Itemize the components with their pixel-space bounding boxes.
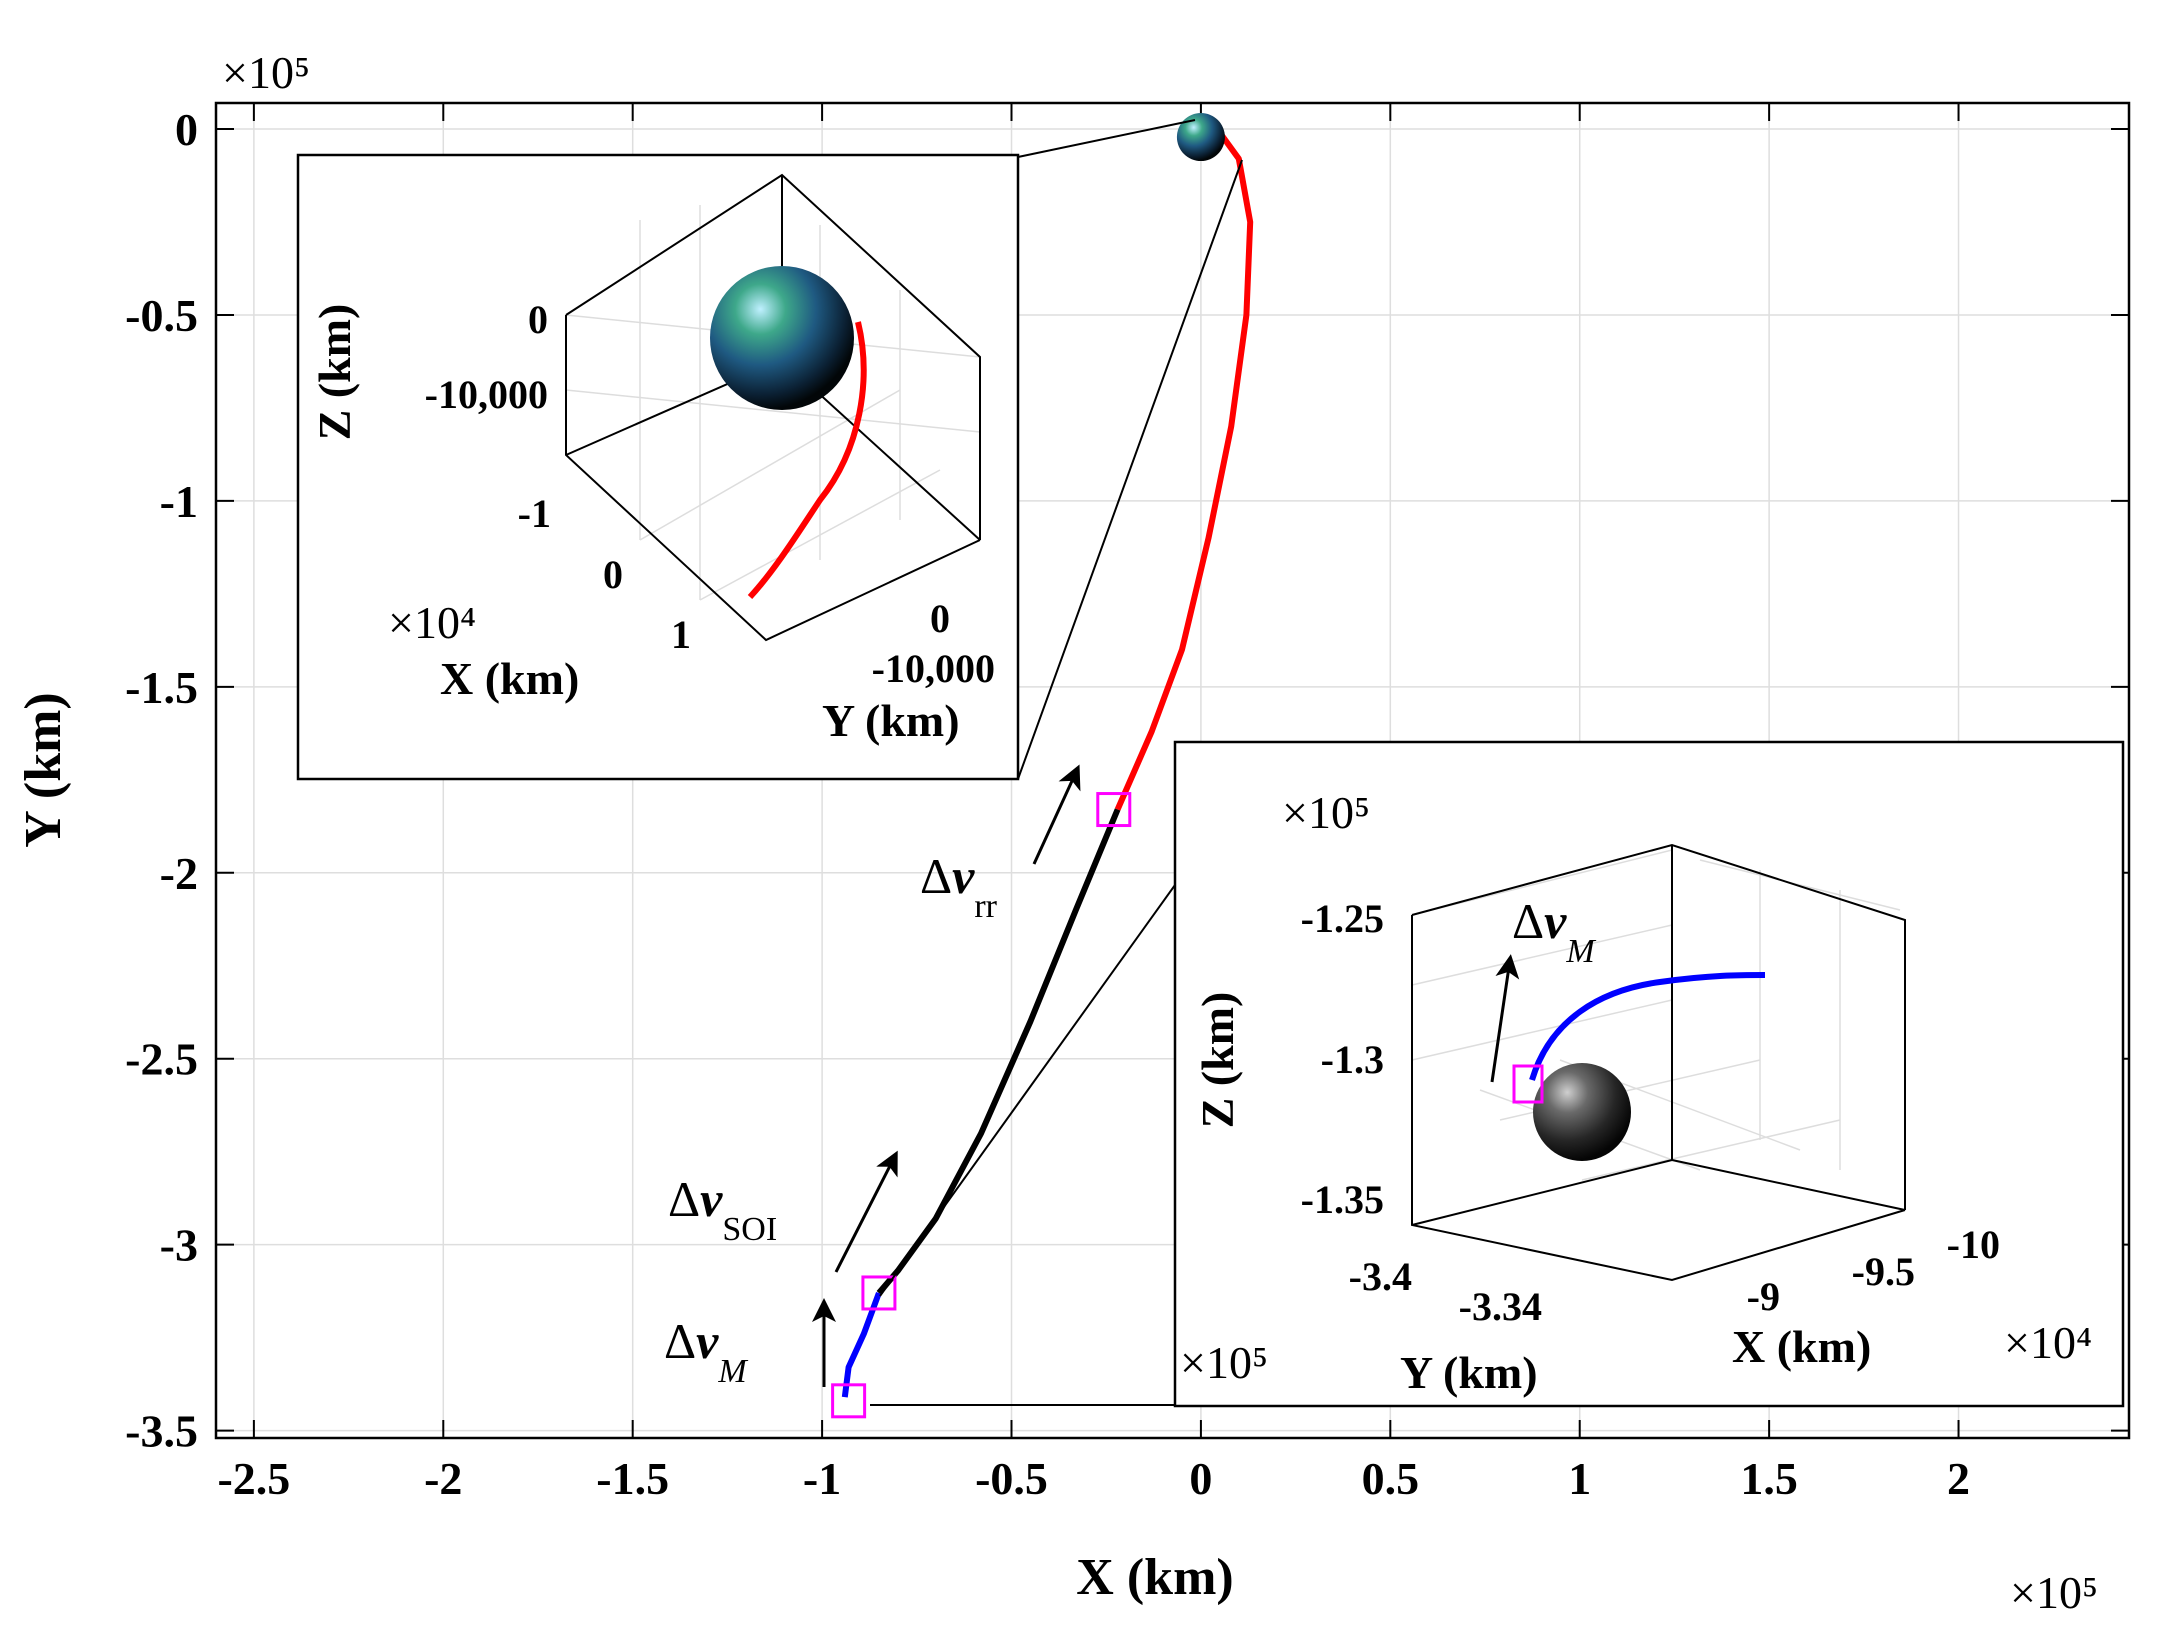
moon-inset-x-tick: -9.5: [1852, 1249, 1915, 1294]
y-tick-label: -3: [160, 1220, 198, 1271]
earth-inset-z-label: Z (km): [309, 304, 360, 441]
x-tick-label: 0: [1189, 1453, 1212, 1504]
x-tick-label: -2.5: [217, 1453, 290, 1504]
series-line: [1114, 130, 1254, 811]
y-tick-label: -0.5: [125, 290, 198, 341]
moon-inset-x-label: X (km): [1732, 1321, 1871, 1372]
maneuver-markers: [831, 792, 1132, 1419]
earth-inset-z-tick: -10,000: [425, 372, 548, 417]
earth-inset-x-tick: 1: [671, 612, 691, 657]
moon-inset-z-label: Z (km): [1192, 992, 1243, 1129]
earth-inset-x-tick: 0: [603, 552, 623, 597]
moon-inset-z-tick: -1.25: [1301, 896, 1384, 941]
x-tick-label: 0.5: [1362, 1453, 1420, 1504]
moon-inset-z-multiplier: ×10⁵: [1282, 787, 1370, 838]
moon-inset-z-tick: -1.35: [1301, 1177, 1384, 1222]
moon-inset-frame: [1173, 740, 2125, 1408]
moon-inset-sphere: [1533, 1063, 1631, 1161]
dv-soi-arrow: [834, 1150, 898, 1273]
moon-inset-z-tick: -1.3: [1321, 1037, 1384, 1082]
y-tick-label: -3.5: [125, 1406, 198, 1457]
moon-inset-y-tick: -3.34: [1459, 1284, 1542, 1329]
y-axis-label: Y (km): [15, 692, 72, 848]
x-tick-label: -1.5: [596, 1453, 669, 1504]
maneuver-marker: [831, 1383, 867, 1419]
earth-inset-sphere: [710, 266, 854, 410]
moon-inset-y-label: Y (km): [1400, 1347, 1538, 1398]
moon-inset-trajectory: [1529, 972, 1766, 1081]
y-tick-label: -2: [160, 848, 198, 899]
moon-inset-dv-arrow: [1490, 954, 1520, 1083]
x-tick-label: -0.5: [975, 1453, 1048, 1504]
main-axes-box: [214, 101, 2131, 1440]
earth-sphere: [1176, 113, 1225, 162]
maneuver-marker: [1096, 792, 1132, 828]
series-line: [841, 1291, 882, 1398]
dv-rr-arrow: [1032, 764, 1081, 865]
y-tick-label: -2.5: [125, 1034, 198, 1085]
earth-inset-x-multiplier: ×10⁴: [388, 597, 476, 648]
x-multiplier: ×10⁵: [2010, 1567, 2098, 1618]
y-multiplier: ×10⁵: [222, 47, 310, 98]
earth-inset-y-tick: 0: [930, 596, 950, 641]
dv-soi-label: ΔvSOI: [668, 1171, 777, 1248]
series-line: [876, 808, 1121, 1295]
maneuver-marker: [861, 1275, 897, 1311]
x-tick-label: 1.5: [1740, 1453, 1798, 1504]
x-axis-ticks: -2.5 -2 -1.5 -1 -0.5 0 0.5 1 1.5 2: [217, 103, 1970, 1504]
moon-inset-y-multiplier: ×10⁵: [1180, 1337, 1268, 1388]
earth-inset-y-tick: -10,000: [872, 646, 995, 691]
moon-inset-y-tick: -3.4: [1349, 1254, 1412, 1299]
earth-inset-x-tick: -1: [518, 491, 551, 536]
x-tick-label: -2: [424, 1453, 462, 1504]
earth-inset-frame: [296, 153, 1020, 781]
earth-inset-connector-bottom: [1017, 159, 1243, 780]
moon-inset-x-tick: -9: [1747, 1274, 1780, 1319]
moon-inset-marker: [1512, 1064, 1544, 1104]
moon-inset-x-multiplier: ×10⁴: [2004, 1317, 2092, 1368]
x-tick-label: 2: [1947, 1453, 1970, 1504]
y-tick-label: -1.5: [125, 662, 198, 713]
earth-inset-x-label: X (km): [440, 653, 579, 704]
x-tick-label: -1: [803, 1453, 841, 1504]
y-tick-label: 0: [175, 104, 198, 155]
dv-rr-label: Δvrr: [920, 848, 998, 925]
moon-inset-dv-label: ΔvM: [1512, 893, 1596, 970]
earth-inset-trajectory: [747, 321, 867, 600]
y-axis-ticks: 0 -0.5 -1 -1.5 -2 -2.5 -3 -3.5: [125, 104, 2129, 1457]
y-tick-label: -1: [160, 476, 198, 527]
moon-inset-x-tick: -10: [1947, 1222, 2000, 1267]
x-axis-label: X (km): [1076, 1549, 1233, 1606]
dv-m-label: ΔvM: [664, 1313, 748, 1390]
moon-inset-connector-top: [879, 884, 1176, 1297]
earth-inset: Z (km) 0 -10,000 -1 0 1 ×10⁴ X (km) 0 -1…: [296, 153, 1020, 781]
x-tick-label: 1: [1568, 1453, 1591, 1504]
moon-inset-box: [1411, 843, 1906, 1282]
earth-inset-connector-top: [1017, 119, 1196, 158]
moon-inset: ΔvM ×10⁵ Z (km) -1.25 -1.3 -1.35 -3.4 -3…: [1173, 740, 2125, 1408]
earth-inset-z-tick: 0: [528, 297, 548, 342]
earth-inset-y-label: Y (km): [822, 695, 960, 746]
